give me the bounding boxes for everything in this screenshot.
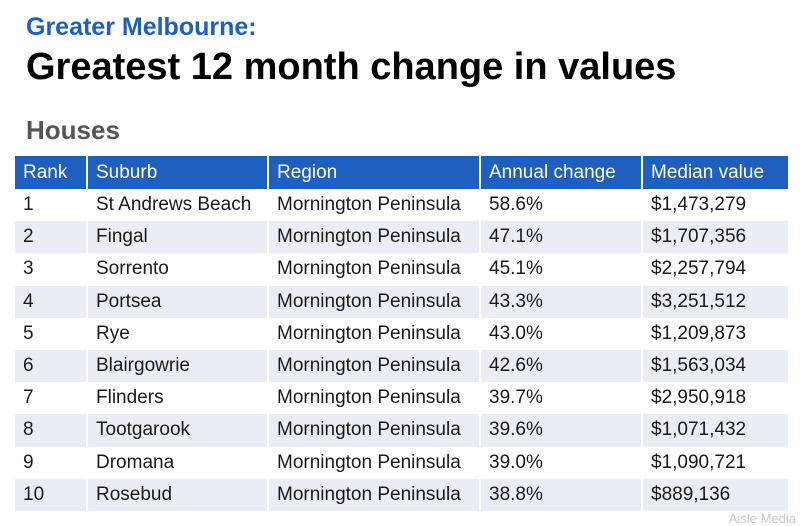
rank-cell: 5: [15, 317, 88, 350]
rank-cell: 8: [15, 414, 88, 447]
median-value-cell: $2,257,794: [642, 253, 788, 286]
rank-cell: 2: [15, 221, 88, 254]
table-body: 1 St Andrews Beach Mornington Peninsula 58.…: [15, 189, 788, 511]
column-header-suburb: Suburb: [87, 156, 269, 189]
suburb-cell: Fingal: [87, 221, 269, 254]
page-title: Greatest 12 month change in values: [26, 46, 677, 88]
median-value-cell: $1,071,432: [642, 414, 788, 447]
median-value-cell: $3,251,512: [642, 285, 788, 318]
suburb-cell: Rye: [87, 317, 269, 350]
median-value-cell: $1,563,034: [642, 349, 788, 383]
table-header-row: Rank Suburb Region Annual change Median …: [15, 156, 788, 189]
suburb-cell: Rosebud: [87, 478, 269, 511]
annual-change-cell: 39.6%: [480, 414, 643, 447]
rank-cell: 9: [15, 446, 88, 479]
annual-change-cell: 58.6%: [480, 189, 643, 222]
table-row: 3 Sorrento Mornington Peninsula 45.1% $2,257…: [15, 253, 788, 286]
table-row: 4 Portsea Mornington Peninsula 43.3% $3,251,…: [15, 285, 788, 318]
rankings-table: Rank Suburb Region Annual change Median …: [15, 156, 788, 511]
column-header-annual-change: Annual change: [480, 156, 643, 189]
region-cell: Mornington Peninsula: [268, 221, 481, 254]
rank-cell: 10: [15, 478, 88, 511]
region-cell: Mornington Peninsula: [268, 478, 481, 511]
annual-change-cell: 45.1%: [480, 253, 643, 286]
table-row: 9 Dromana Mornington Peninsula 39.0% $1,090,…: [15, 446, 788, 479]
region-kicker: Greater Melbourne:: [26, 13, 257, 41]
region-cell: Mornington Peninsula: [268, 414, 481, 447]
annual-change-cell: 39.0%: [480, 446, 643, 479]
rank-cell: 1: [15, 189, 88, 222]
table-row: 5 Rye Mornington Peninsula 43.0% $1,209,873: [15, 317, 788, 350]
region-cell: Mornington Peninsula: [268, 189, 481, 222]
rank-cell: 6: [15, 349, 88, 383]
annual-change-cell: 38.8%: [480, 478, 643, 511]
region-cell: Mornington Peninsula: [268, 253, 481, 286]
section-subtitle: Houses: [26, 115, 120, 145]
suburb-cell: Blairgowrie: [87, 349, 269, 383]
median-value-cell: $1,209,873: [642, 317, 788, 350]
annual-change-cell: 43.0%: [480, 317, 643, 350]
rank-cell: 3: [15, 253, 88, 286]
suburb-cell: Flinders: [87, 382, 269, 415]
annual-change-cell: 39.7%: [480, 382, 643, 415]
region-cell: Mornington Peninsula: [268, 317, 481, 350]
suburb-cell: Tootgarook: [87, 414, 269, 447]
median-value-cell: $1,090,721: [642, 446, 788, 479]
suburb-cell: Portsea: [87, 285, 269, 318]
median-value-cell: $889,136: [642, 478, 788, 511]
annual-change-cell: 47.1%: [480, 221, 643, 254]
region-cell: Mornington Peninsula: [268, 446, 481, 479]
table-row: 2 Fingal Mornington Peninsula 47.1% $1,707,3…: [15, 221, 788, 254]
table-row: 6 Blairgowrie Mornington Peninsula 42.6% $1,…: [15, 349, 788, 383]
suburb-cell: Sorrento: [87, 253, 269, 286]
table-row: 8 Tootgarook Mornington Peninsula 39.6% $1,0…: [15, 414, 788, 447]
table-row: 10 Rosebud Mornington Peninsula 38.8% $889,1…: [15, 478, 788, 511]
watermark: Aisle Media: [728, 511, 796, 526]
region-cell: Mornington Peninsula: [268, 349, 481, 383]
region-cell: Mornington Peninsula: [268, 285, 481, 318]
column-header-median-value: Median value: [642, 156, 788, 189]
suburb-cell: St Andrews Beach: [87, 189, 269, 222]
table-row: 7 Flinders Mornington Peninsula 39.7% $2,950…: [15, 382, 788, 415]
median-value-cell: $1,473,279: [642, 189, 788, 222]
region-cell: Mornington Peninsula: [268, 382, 481, 415]
table-row: 1 St Andrews Beach Mornington Peninsula 58.…: [15, 189, 788, 222]
annual-change-cell: 43.3%: [480, 285, 643, 318]
median-value-cell: $2,950,918: [642, 382, 788, 415]
suburb-cell: Dromana: [87, 446, 269, 479]
rank-cell: 7: [15, 382, 88, 415]
column-header-rank: Rank: [15, 156, 88, 189]
rank-cell: 4: [15, 285, 88, 318]
annual-change-cell: 42.6%: [480, 349, 643, 383]
median-value-cell: $1,707,356: [642, 221, 788, 254]
column-header-region: Region: [268, 156, 481, 189]
